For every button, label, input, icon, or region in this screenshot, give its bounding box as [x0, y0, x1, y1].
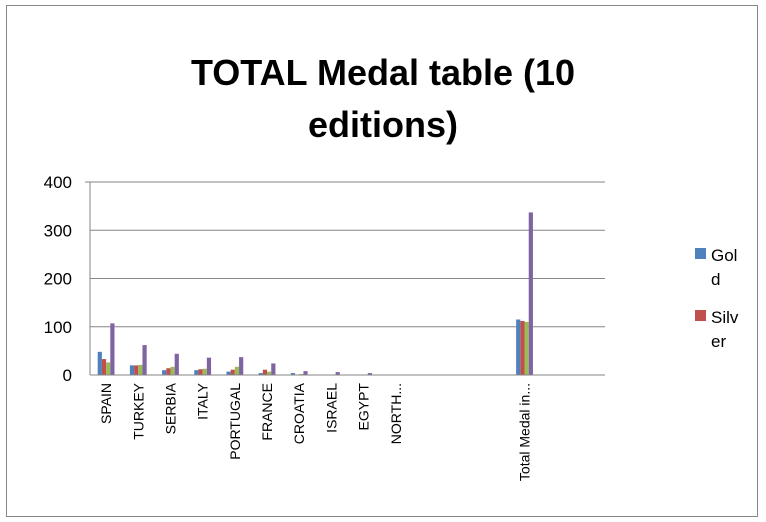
y-tick-labels: 0 100 200 300 400 — [44, 173, 72, 385]
bar — [174, 353, 179, 375]
legend-label: Silv — [711, 308, 739, 327]
category-label: TURKEY — [130, 382, 146, 439]
category-label: CROATIA — [291, 382, 307, 444]
bar — [97, 351, 102, 375]
category-label: SPAIN — [98, 383, 114, 424]
bar — [110, 323, 115, 375]
chart-frame: TOTAL Medal table (10 editions) 0 100 200 30… — [6, 5, 758, 517]
bar — [106, 362, 111, 375]
bar — [520, 320, 525, 375]
legend-swatch — [695, 248, 706, 259]
bar — [170, 366, 175, 375]
chart-svg: TOTAL Medal table (10 editions) 0 100 200 30… — [44, 52, 739, 481]
y-tick-label: 100 — [44, 318, 72, 337]
bar — [198, 369, 203, 375]
chart-title: TOTAL Medal table (10 editions) — [191, 52, 575, 145]
bar — [194, 370, 199, 375]
legend-swatch — [695, 310, 706, 321]
gridlines — [90, 181, 605, 328]
bar — [290, 373, 296, 375]
bar — [162, 370, 167, 375]
category-label: FRANCE — [259, 383, 275, 441]
bar — [142, 345, 147, 375]
bar — [166, 368, 171, 375]
bar — [258, 373, 263, 375]
y-tick-label: 400 — [44, 173, 72, 192]
category-label: NORTH... — [388, 383, 404, 444]
legend-label: d — [711, 270, 720, 289]
bar — [239, 357, 244, 375]
bar — [101, 359, 107, 375]
bar — [129, 365, 135, 375]
bar — [303, 371, 308, 375]
bar — [234, 366, 240, 375]
bar — [367, 373, 372, 375]
chart-title-line: TOTAL Medal table (10 — [191, 52, 575, 93]
category-label: SERBIA — [162, 382, 178, 434]
y-tick-label: 0 — [63, 366, 72, 385]
bar — [138, 364, 143, 375]
category-label: Total Medal in... — [517, 383, 533, 481]
bar — [267, 371, 272, 375]
bar — [134, 365, 139, 375]
bar — [528, 212, 533, 375]
bar — [516, 319, 521, 375]
category-labels: SPAIN TURKEY SERBIA ITALY PORTUGAL FRANCE CROA… — [98, 382, 532, 481]
category-label: ITALY — [195, 382, 211, 419]
y-tick-label: 200 — [44, 270, 72, 289]
bars — [97, 212, 533, 375]
bar — [524, 321, 529, 375]
axes — [85, 181, 605, 376]
bar — [202, 368, 207, 375]
legend-label: er — [711, 332, 726, 351]
category-label: EGYPT — [356, 383, 372, 431]
category-label: PORTUGAL — [227, 383, 243, 460]
bar — [271, 363, 276, 375]
bar — [230, 369, 235, 375]
bar — [262, 369, 268, 375]
category-label: ISRAEL — [323, 383, 339, 433]
bar — [335, 372, 340, 375]
bar — [206, 357, 212, 375]
y-tick-label: 300 — [44, 221, 72, 240]
legend-label: Gol — [711, 246, 737, 265]
legend: Gol d Silv er — [695, 246, 739, 351]
bar — [226, 371, 231, 375]
chart-title-line: editions) — [308, 104, 458, 145]
